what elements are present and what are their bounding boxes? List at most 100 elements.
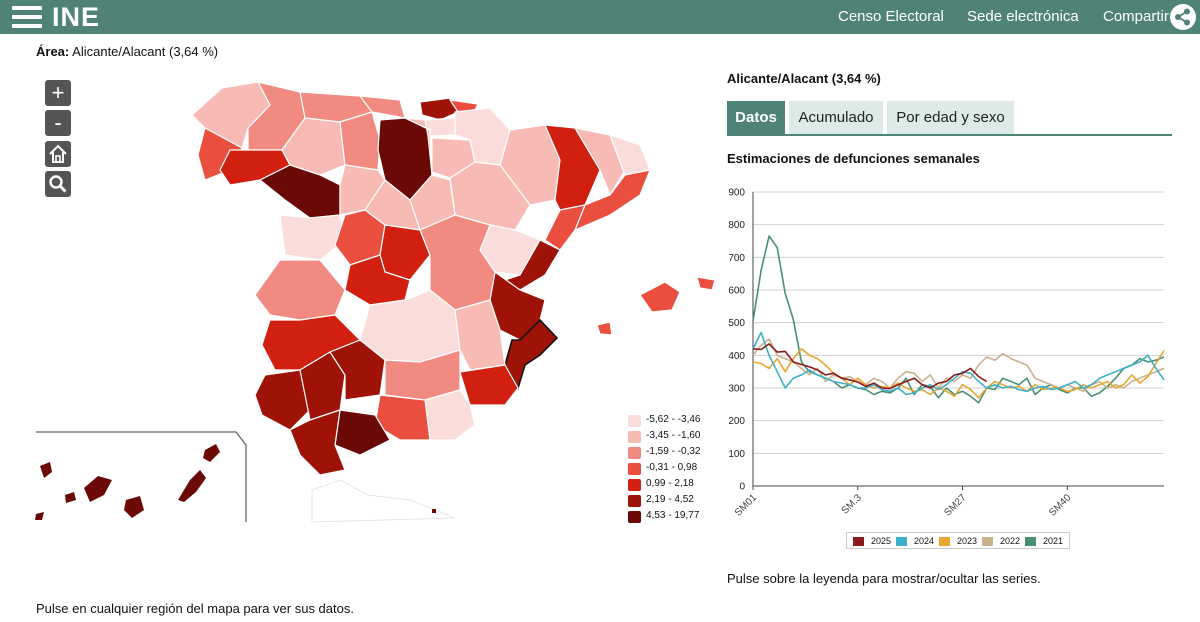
y-tick-label: 600	[728, 286, 745, 297]
chart-legend: 2025 2024 2023 2022 2021	[846, 532, 1070, 549]
map-province[interactable]	[311, 479, 456, 523]
nav-link-compartir[interactable]: Compartir	[1103, 8, 1169, 25]
map-province[interactable]	[299, 351, 346, 421]
y-tick-label: 200	[728, 416, 745, 427]
map-province[interactable]	[696, 276, 716, 291]
map-hint: Pulse en cualquier región del mapa para …	[36, 601, 354, 616]
y-tick-label: 400	[728, 351, 745, 362]
legend-swatch	[628, 479, 641, 491]
map-province[interactable]	[639, 281, 681, 313]
canary-inset-frame	[36, 431, 247, 522]
map-province[interactable]	[432, 509, 436, 513]
map-province[interactable]	[254, 259, 346, 321]
legend-label: -1,59 - -0,32	[646, 446, 701, 457]
map-legend-item: 0,99 - 2,18	[628, 478, 708, 492]
map-province[interactable]	[404, 117, 433, 176]
map-legend-item: -5,62 - -3,46	[628, 414, 708, 428]
tab-datos[interactable]: Datos	[727, 101, 785, 135]
map-legend-item: -0,31 - 0,98	[628, 462, 708, 476]
legend-swatch	[628, 415, 641, 427]
y-tick-label: 900	[728, 188, 745, 199]
series-line-2024	[752, 331, 1165, 396]
legend-label: 2,19 - 4,52	[646, 494, 694, 505]
map-province[interactable]	[178, 470, 206, 502]
legend-swatch	[628, 495, 641, 507]
map-province[interactable]	[84, 476, 112, 502]
y-tick-label: 700	[728, 253, 745, 264]
legend-label: 2022	[1000, 536, 1021, 546]
x-tick-label: SM.3	[840, 492, 865, 517]
tab-acumulado[interactable]: Acumulado	[789, 101, 883, 135]
area-selection: Área: Alicante/Alacant (3,64 %)	[36, 44, 218, 59]
map-province[interactable]	[65, 492, 76, 503]
map-province[interactable]	[544, 204, 586, 251]
legend-label: 2024	[914, 536, 935, 546]
deaths-line-chart: 0 100 200 300 400 500 600 700 800 900 SM01 SM.3 SM27…	[728, 188, 1165, 519]
legend-swatch	[896, 537, 907, 546]
search-icon	[49, 175, 67, 193]
home-icon	[49, 144, 67, 163]
zoom-in-button[interactable]: +	[45, 80, 71, 106]
tab-por-edad-y-sexo[interactable]: Por edad y sexo	[887, 101, 1014, 135]
y-tick-label: 300	[728, 384, 745, 395]
map-legend-item: 4,53 - 19,77	[628, 510, 708, 524]
series-line-2025	[752, 343, 988, 390]
ine-logo[interactable]: INE	[52, 2, 101, 32]
nav-link-sede-electronica[interactable]: Sede electrónica	[967, 8, 1079, 25]
map-province[interactable]	[344, 254, 411, 306]
map-legend-item: 2,19 - 4,52	[628, 494, 708, 508]
legend-label: -3,45 - -1,60	[646, 430, 701, 441]
legend-label: 4,53 - 19,77	[646, 510, 700, 521]
legend-swatch	[939, 537, 950, 546]
map-province[interactable]	[419, 97, 459, 121]
map-province[interactable]	[289, 409, 346, 476]
tab-underline	[727, 134, 1172, 136]
map-province[interactable]	[279, 214, 346, 261]
search-button[interactable]	[45, 171, 71, 197]
map-legend-item: -1,59 - -0,32	[628, 446, 708, 460]
legend-swatch	[853, 537, 864, 546]
legend-swatch	[628, 511, 641, 523]
x-tick-label: SM27	[942, 492, 969, 519]
province-map[interactable]	[30, 70, 730, 530]
map-province[interactable]	[573, 127, 626, 197]
map-legend-item: -3,45 - -1,60	[628, 430, 708, 444]
map-province[interactable]	[203, 444, 220, 462]
y-tick-label: 500	[728, 318, 745, 329]
y-tick-label: 100	[728, 449, 745, 460]
chart-title: Estimaciones de defunciones semanales	[727, 151, 980, 166]
x-tick-label: SM40	[1047, 492, 1074, 519]
legend-swatch	[982, 537, 993, 546]
legend-swatch	[1025, 537, 1036, 546]
legend-label: -0,31 - 0,98	[646, 462, 698, 473]
legend-label: 2021	[1043, 536, 1064, 546]
map-province[interactable]	[459, 364, 519, 406]
legend-label: 2025	[871, 536, 892, 546]
nav-link-censo-electoral[interactable]: Censo Electoral	[838, 8, 944, 25]
map-province[interactable]	[124, 496, 144, 518]
map-province[interactable]	[573, 169, 651, 232]
y-tick-label: 0	[739, 482, 745, 493]
share-icon[interactable]	[1170, 4, 1196, 30]
legend-label: 2023	[957, 536, 978, 546]
home-button[interactable]	[45, 141, 71, 167]
legend-label: 0,99 - 2,18	[646, 478, 694, 489]
map-province[interactable]	[339, 111, 381, 171]
legend-swatch	[628, 431, 641, 443]
map-province[interactable]	[419, 214, 496, 311]
map-province[interactable]	[40, 462, 52, 478]
area-label: Área:	[36, 44, 70, 59]
series-line-2023	[752, 348, 1165, 399]
menu-icon[interactable]	[12, 6, 42, 28]
top-bar: INE Censo Electoral Sede electrónica Com…	[0, 0, 1200, 34]
map-province[interactable]	[35, 512, 44, 520]
panel-title: Alicante/Alacant (3,64 %)	[727, 71, 881, 86]
zoom-out-button[interactable]: -	[45, 110, 71, 136]
legend-swatch	[628, 463, 641, 475]
x-tick-label: SM01	[733, 492, 760, 519]
area-value: Alicante/Alacant (3,64 %)	[72, 44, 219, 59]
legend-swatch	[628, 447, 641, 459]
legend-label: -5,62 - -3,46	[646, 414, 701, 425]
map-province[interactable]	[596, 321, 613, 336]
y-tick-label: 800	[728, 220, 745, 231]
